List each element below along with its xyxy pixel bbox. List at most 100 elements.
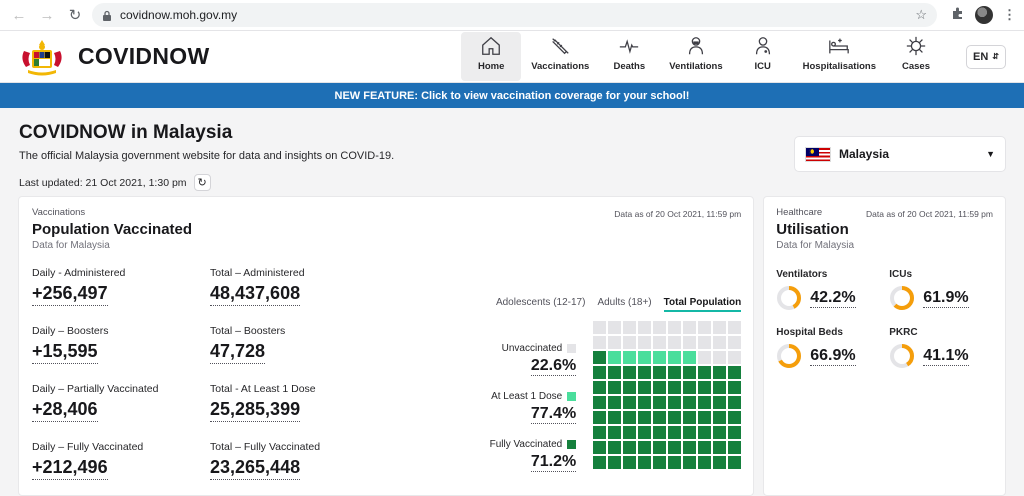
tab-adolescents[interactable]: Adolescents (12-17)	[495, 297, 586, 308]
forward-arrow-icon[interactable]: →	[39, 6, 55, 24]
waffle-cell	[653, 321, 667, 334]
stat-value[interactable]: +28,406	[32, 399, 98, 422]
hospital-bed-icon	[829, 38, 850, 54]
waffle-cell	[608, 456, 622, 469]
nav-cases[interactable]: Cases	[886, 32, 946, 81]
extensions-icon[interactable]	[951, 6, 965, 25]
stat-value[interactable]: 23,265,448	[210, 457, 301, 480]
util-icus: ICUs 61.9%	[889, 269, 1002, 311]
nav-home[interactable]: Home	[461, 32, 522, 81]
legend-percent[interactable]: 22.6%	[530, 357, 577, 376]
refresh-icon[interactable]: ↻	[193, 174, 211, 191]
waffle-cell	[713, 441, 727, 454]
stat-label: Daily - Administered	[32, 267, 126, 279]
waffle-cell	[653, 411, 667, 424]
profile-avatar[interactable]	[975, 6, 993, 24]
waffle-cell	[638, 456, 652, 469]
address-bar[interactable]: covidnow.moh.gov.my ☆	[92, 3, 937, 27]
util-value[interactable]: 42.2%	[810, 288, 856, 308]
lock-icon	[102, 10, 112, 21]
waffle-cell	[683, 351, 697, 364]
waffle-cell	[593, 351, 607, 364]
country-select[interactable]: Malaysia ▼	[794, 136, 1006, 172]
card-subtitle: Data for Malaysia	[776, 240, 855, 251]
waffle-cell	[698, 351, 712, 364]
stat-value[interactable]: 47,728	[210, 341, 266, 364]
waffle-cell	[593, 441, 607, 454]
stat-label: Total - At Least 1 Dose	[210, 383, 316, 395]
menu-kebab-icon[interactable]: ⋮	[1003, 7, 1016, 22]
brand[interactable]: COVIDNOW	[18, 37, 209, 77]
waffle-cell	[668, 351, 682, 364]
stat-daily-partially: Daily – Partially Vaccinated +28,406	[32, 383, 210, 433]
legend-swatch	[567, 392, 577, 401]
nav-deaths[interactable]: Deaths	[599, 32, 659, 81]
browser-toolbar: ← → ↻ covidnow.moh.gov.my ☆ ⋮	[0, 0, 1024, 31]
stat-value[interactable]: +15,595	[32, 341, 98, 364]
nav-hospitalisations[interactable]: Hospitalisations	[793, 32, 886, 81]
page-intro: COVIDNOW in Malaysia The official Malays…	[0, 108, 1024, 194]
waffle-cell	[593, 381, 607, 394]
card-title: Utilisation	[776, 221, 849, 238]
legend-swatch	[567, 440, 577, 449]
util-value[interactable]: 61.9%	[923, 288, 969, 308]
waffle-cell	[593, 336, 607, 349]
waffle-cell	[683, 456, 697, 469]
nav-label: Cases	[902, 61, 930, 72]
vaccination-stats: Daily - Administered +256,497 Total – Ad…	[32, 267, 388, 491]
waffle-cell	[683, 366, 697, 379]
nav-ventilations[interactable]: Ventilations	[659, 32, 732, 81]
waffle-cell	[653, 426, 667, 439]
waffle-cell	[698, 411, 712, 424]
donut-arc	[890, 286, 915, 310]
waffle-cell	[728, 351, 742, 364]
waffle-cell	[608, 381, 622, 394]
util-value[interactable]: 41.1%	[923, 346, 969, 366]
waffle-cell	[713, 336, 727, 349]
stat-value[interactable]: +212,496	[32, 457, 108, 480]
waffle-cell	[698, 396, 712, 409]
waffle-cell	[638, 321, 652, 334]
stat-value[interactable]: 25,285,399	[210, 399, 301, 422]
stat-daily-boosters: Daily – Boosters +15,595	[32, 325, 210, 375]
back-arrow-icon[interactable]: ←	[11, 6, 27, 24]
tab-adults[interactable]: Adults (18+)	[597, 297, 652, 308]
waffle-cell	[638, 351, 652, 364]
util-label: PKRC	[889, 327, 918, 338]
waffle-cell	[698, 456, 712, 469]
legend-percent[interactable]: 77.4%	[530, 405, 577, 424]
waffle-cell	[608, 321, 622, 334]
malaysia-crest-logo	[18, 37, 66, 77]
legend-percent[interactable]: 71.2%	[530, 453, 577, 472]
data-as-of: Data as of 20 Oct 2021, 11:59 pm	[866, 209, 993, 219]
stat-label: Total – Boosters	[210, 325, 286, 337]
waffle-cell	[638, 396, 652, 409]
stat-label: Total – Administered	[210, 267, 305, 279]
waffle-cell	[653, 336, 667, 349]
donut-gauge	[890, 286, 915, 310]
stat-daily-fully: Daily – Fully Vaccinated +212,496	[32, 441, 210, 491]
language-select[interactable]: EN ⇵	[966, 44, 1006, 69]
stat-value[interactable]: 48,437,608	[210, 283, 301, 306]
bookmark-star-icon[interactable]: ☆	[915, 7, 927, 22]
card-subtitle: Data for Malaysia	[32, 240, 110, 251]
reload-icon[interactable]: ↻	[68, 7, 82, 24]
waffle-cell	[713, 381, 727, 394]
nav-icu[interactable]: ICU	[733, 32, 793, 81]
util-value[interactable]: 66.9%	[810, 346, 856, 366]
legend-label: Fully Vaccinated	[489, 439, 563, 450]
waffle-cell	[623, 411, 637, 424]
waffle-cell	[608, 351, 622, 364]
donut-arc	[890, 344, 915, 368]
donut-gauge	[890, 344, 915, 368]
nav-vaccinations[interactable]: Vaccinations	[521, 32, 599, 81]
waffle-cell	[623, 426, 637, 439]
waffle-cell	[713, 396, 727, 409]
tab-total-population[interactable]: Total Population	[663, 297, 742, 312]
stat-value[interactable]: +256,497	[32, 283, 108, 306]
legend-swatch	[567, 344, 577, 353]
waffle-cell	[728, 441, 742, 454]
stat-total-administered: Total – Administered 48,437,608	[210, 267, 388, 317]
feature-banner[interactable]: NEW FEATURE: Click to view vaccination c…	[0, 83, 1024, 108]
waffle-cell	[608, 366, 622, 379]
